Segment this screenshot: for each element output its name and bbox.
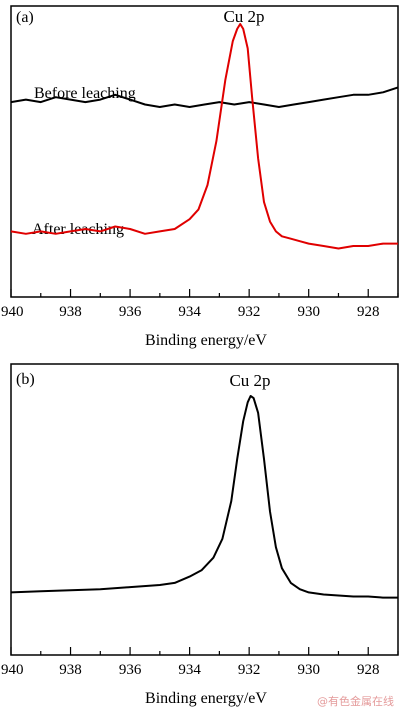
panel-b-peak-annotation: Cu 2p [229,371,270,390]
panel-b-chart: (b) Cu 2p 940 938 936 934 932 930 928 Binding … [1,363,399,707]
panel-a-chart: (a) Cu 2p Before leaching After leaching… [1,5,399,349]
x-tick-label: 928 [357,662,380,678]
panel-a-plot-frame [10,5,399,298]
panel-b-series [10,395,398,599]
x-tick-label: 940 [1,662,24,678]
panel-b-plot-frame [10,363,399,656]
x-tick-label: 930 [297,304,320,320]
panel-a-label: (a) [16,9,34,26]
panel-b-label: (b) [16,371,35,388]
x-tick-label: 938 [59,304,82,320]
panel-b-x-axis-label: Binding energy/eV [145,690,267,707]
x-tick-label: 934 [178,304,201,320]
panel-b-x-axis: 940 938 936 934 932 930 928 [1,647,399,678]
x-tick-label: 928 [357,304,380,320]
x-tick-label: 936 [119,662,142,678]
x-tick-label: 930 [297,662,320,678]
panel-a-x-axis: 940 938 936 934 932 930 928 [1,289,399,320]
panel-a-series [10,23,399,250]
watermark: @有色金属在线 [317,695,394,708]
x-tick-label: 936 [119,304,142,320]
series-line-before-leaching [10,86,399,108]
x-tick-label: 932 [238,304,261,320]
x-tick-label: 938 [59,662,82,678]
panel-a-x-axis-label: Binding energy/eV [145,332,267,349]
series-line-panel-b-spectrum [10,395,398,599]
x-tick-label: 940 [1,304,24,320]
x-tick-label: 932 [238,662,261,678]
x-tick-label: 934 [178,662,201,678]
panel-a-peak-annotation: Cu 2p [223,7,264,26]
series-line-after-leaching [10,23,398,250]
